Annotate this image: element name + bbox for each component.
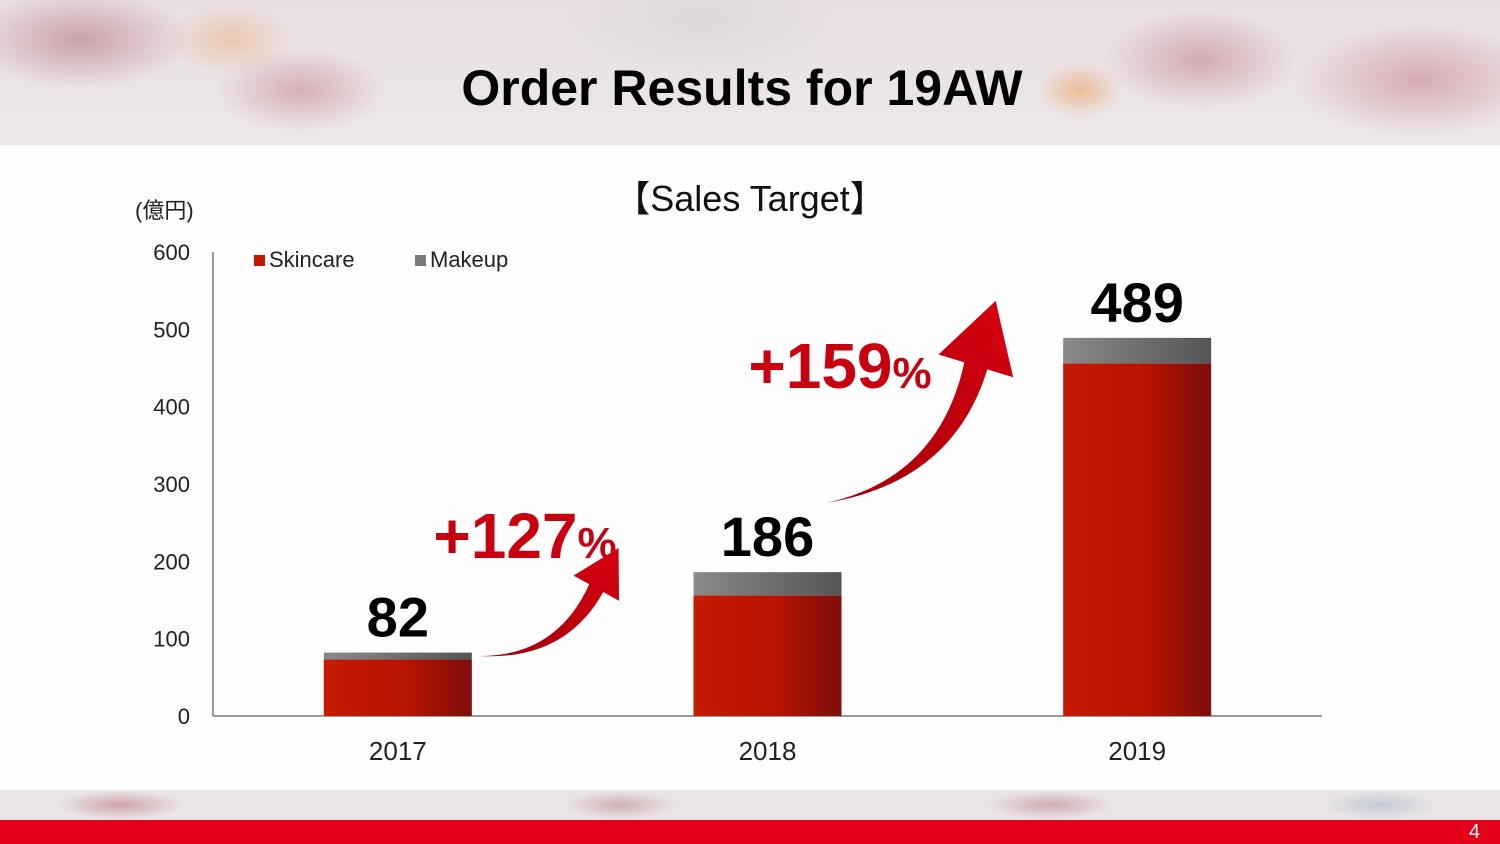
y-tick-label: 100 xyxy=(153,627,190,652)
growth-label: +127% xyxy=(433,500,616,572)
x-tick-label: 2018 xyxy=(739,736,797,766)
footer-background xyxy=(0,790,1500,820)
bar-skincare-2018 xyxy=(693,595,842,716)
growth-value: +127 xyxy=(433,500,577,572)
bar-makeup-2017 xyxy=(323,652,472,660)
unit-label: (億円) xyxy=(135,198,194,223)
growth-label: +159% xyxy=(748,330,931,402)
y-tick-label: 400 xyxy=(153,395,190,420)
bar-makeup-2018 xyxy=(693,572,842,596)
y-tick-label: 500 xyxy=(153,317,190,342)
growth-value: +159 xyxy=(748,330,892,402)
legend-label-makeup: Makeup xyxy=(430,247,509,272)
legend-item-skincare: Skincare xyxy=(254,247,355,273)
growth-suffix: % xyxy=(578,519,617,568)
footer-bar: 4 xyxy=(0,820,1500,844)
growth-suffix: % xyxy=(893,349,932,398)
y-tick-label: 600 xyxy=(153,240,190,265)
y-tick-label: 200 xyxy=(153,549,190,574)
legend-swatch-makeup xyxy=(415,254,426,266)
legend-label-skincare: Skincare xyxy=(269,247,355,272)
bar-skincare-2019 xyxy=(1063,363,1212,716)
y-tick-label: 300 xyxy=(153,472,190,497)
slide-title: Order Results for 19AW xyxy=(461,60,1023,116)
header-background xyxy=(0,0,1500,145)
x-tick-label: 2017 xyxy=(369,736,427,766)
growth-arrow-2017-2018 xyxy=(480,547,620,657)
total-label-2018: 186 xyxy=(721,505,814,568)
legend-swatch-skincare xyxy=(254,254,265,266)
page-number: 4 xyxy=(1468,821,1480,843)
bar-skincare-2017 xyxy=(323,659,472,716)
bar-makeup-2019 xyxy=(1063,337,1212,364)
growth-arrow-2018-2019 xyxy=(826,300,1014,503)
chart-title: 【Sales Target】 xyxy=(614,178,886,219)
total-label-2017: 82 xyxy=(367,586,429,649)
y-tick-label: 0 xyxy=(178,704,190,729)
total-label-2019: 489 xyxy=(1090,271,1183,334)
legend-item-makeup: Makeup xyxy=(415,247,508,273)
x-tick-label: 2019 xyxy=(1108,736,1166,766)
